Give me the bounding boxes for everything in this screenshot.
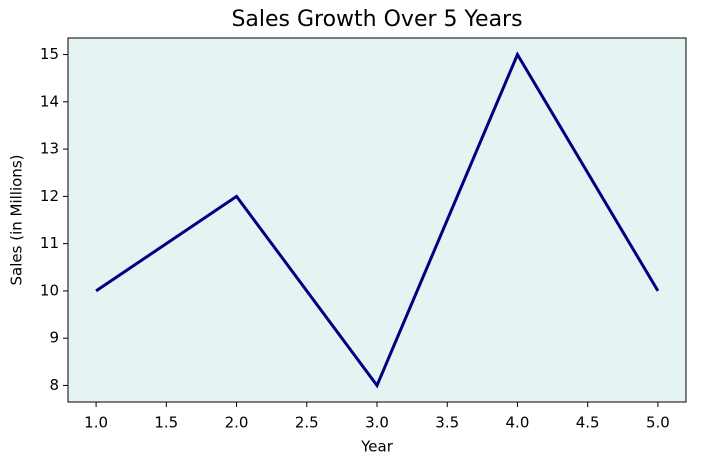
y-tick-label: 10: [40, 281, 59, 299]
x-tick-label: 2.0: [225, 414, 249, 432]
x-tick-label: 3.5: [435, 414, 459, 432]
y-tick-label: 15: [40, 45, 59, 63]
x-tick-label: 2.5: [295, 414, 319, 432]
y-tick-label: 8: [49, 376, 59, 394]
y-tick-label: 13: [40, 140, 59, 158]
x-tick-label: 4.5: [576, 414, 600, 432]
x-tick-label: 1.5: [154, 414, 178, 432]
chart-title: Sales Growth Over 5 Years: [231, 7, 522, 32]
plot-frame: [67, 37, 687, 403]
x-tick-label: 3.0: [365, 414, 389, 432]
y-tick-label: 11: [40, 234, 59, 252]
y-tick-label: 9: [49, 329, 59, 347]
x-tick-label: 4.0: [506, 414, 530, 432]
y-tick-label: 14: [40, 92, 59, 110]
x-tick-label: 1.0: [84, 414, 108, 432]
line: [95, 51, 660, 389]
plot-area: [68, 38, 686, 402]
y-tick-label: 12: [40, 187, 59, 205]
x-axis-label: Year: [360, 438, 394, 454]
x-tick-label: 5.0: [646, 414, 670, 432]
y-axis-label: Sales (in Millions): [8, 155, 26, 286]
